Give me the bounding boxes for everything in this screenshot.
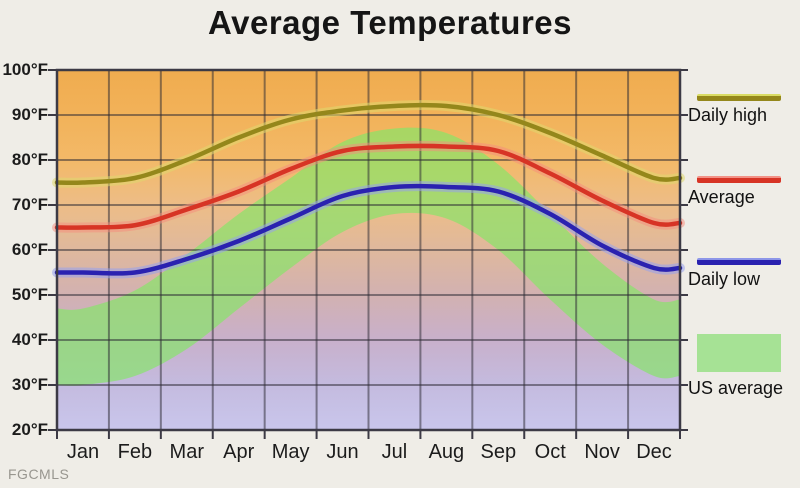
y-axis-label: 70°F [11, 195, 48, 214]
y-axis-label: 50°F [11, 285, 48, 304]
y-axis-label: 30°F [11, 375, 48, 394]
y-axis-label: 90°F [11, 105, 48, 124]
daily-low-line [54, 183, 683, 276]
x-axis-label-oct: Oct [534, 441, 566, 463]
axis-ticks [48, 69, 688, 439]
x-axis-label-jul: Jul [381, 441, 408, 463]
x-axis-label-aug: Aug [428, 441, 465, 463]
y-axis-label: 80°F [11, 150, 48, 169]
x-axis-label-jan: Jan [66, 441, 100, 463]
x-axis-label-jun: Jun [326, 441, 359, 463]
y-axis-label: 100°F [2, 60, 48, 79]
x-axis-label-nov: Nov [584, 441, 620, 463]
x-axis-label-may: May [271, 441, 310, 463]
us-average-legend-swatch [697, 334, 781, 372]
daily-low-legend-line [697, 258, 781, 265]
y-axis-label: 40°F [11, 330, 48, 349]
x-axis-label-feb: Feb [117, 441, 153, 463]
x-axis-label-apr: Apr [223, 441, 255, 463]
x-axis-label-dec: Dec [636, 441, 672, 463]
average-legend-line [697, 176, 781, 183]
average-legend-label: Average [688, 187, 755, 207]
daily-high-line [54, 102, 683, 186]
y-axis-label: 60°F [11, 240, 48, 259]
daily-low-legend-label: Daily low [688, 269, 761, 289]
legend: Daily high Average Daily low US average [686, 0, 800, 430]
average-line [54, 143, 683, 230]
x-axis-label-sep: Sep [480, 441, 517, 463]
us-average-legend-label: US average [688, 378, 784, 398]
watermark: FGCMLS [8, 466, 70, 482]
y-axis-label: 20°F [11, 420, 48, 439]
daily-high-legend-line [697, 94, 781, 101]
gridlines [57, 70, 680, 430]
chart-title: Average Temperatures [208, 4, 572, 41]
daily-high-legend-label: Daily high [688, 105, 768, 125]
x-axis-label-mar: Mar [169, 441, 204, 463]
